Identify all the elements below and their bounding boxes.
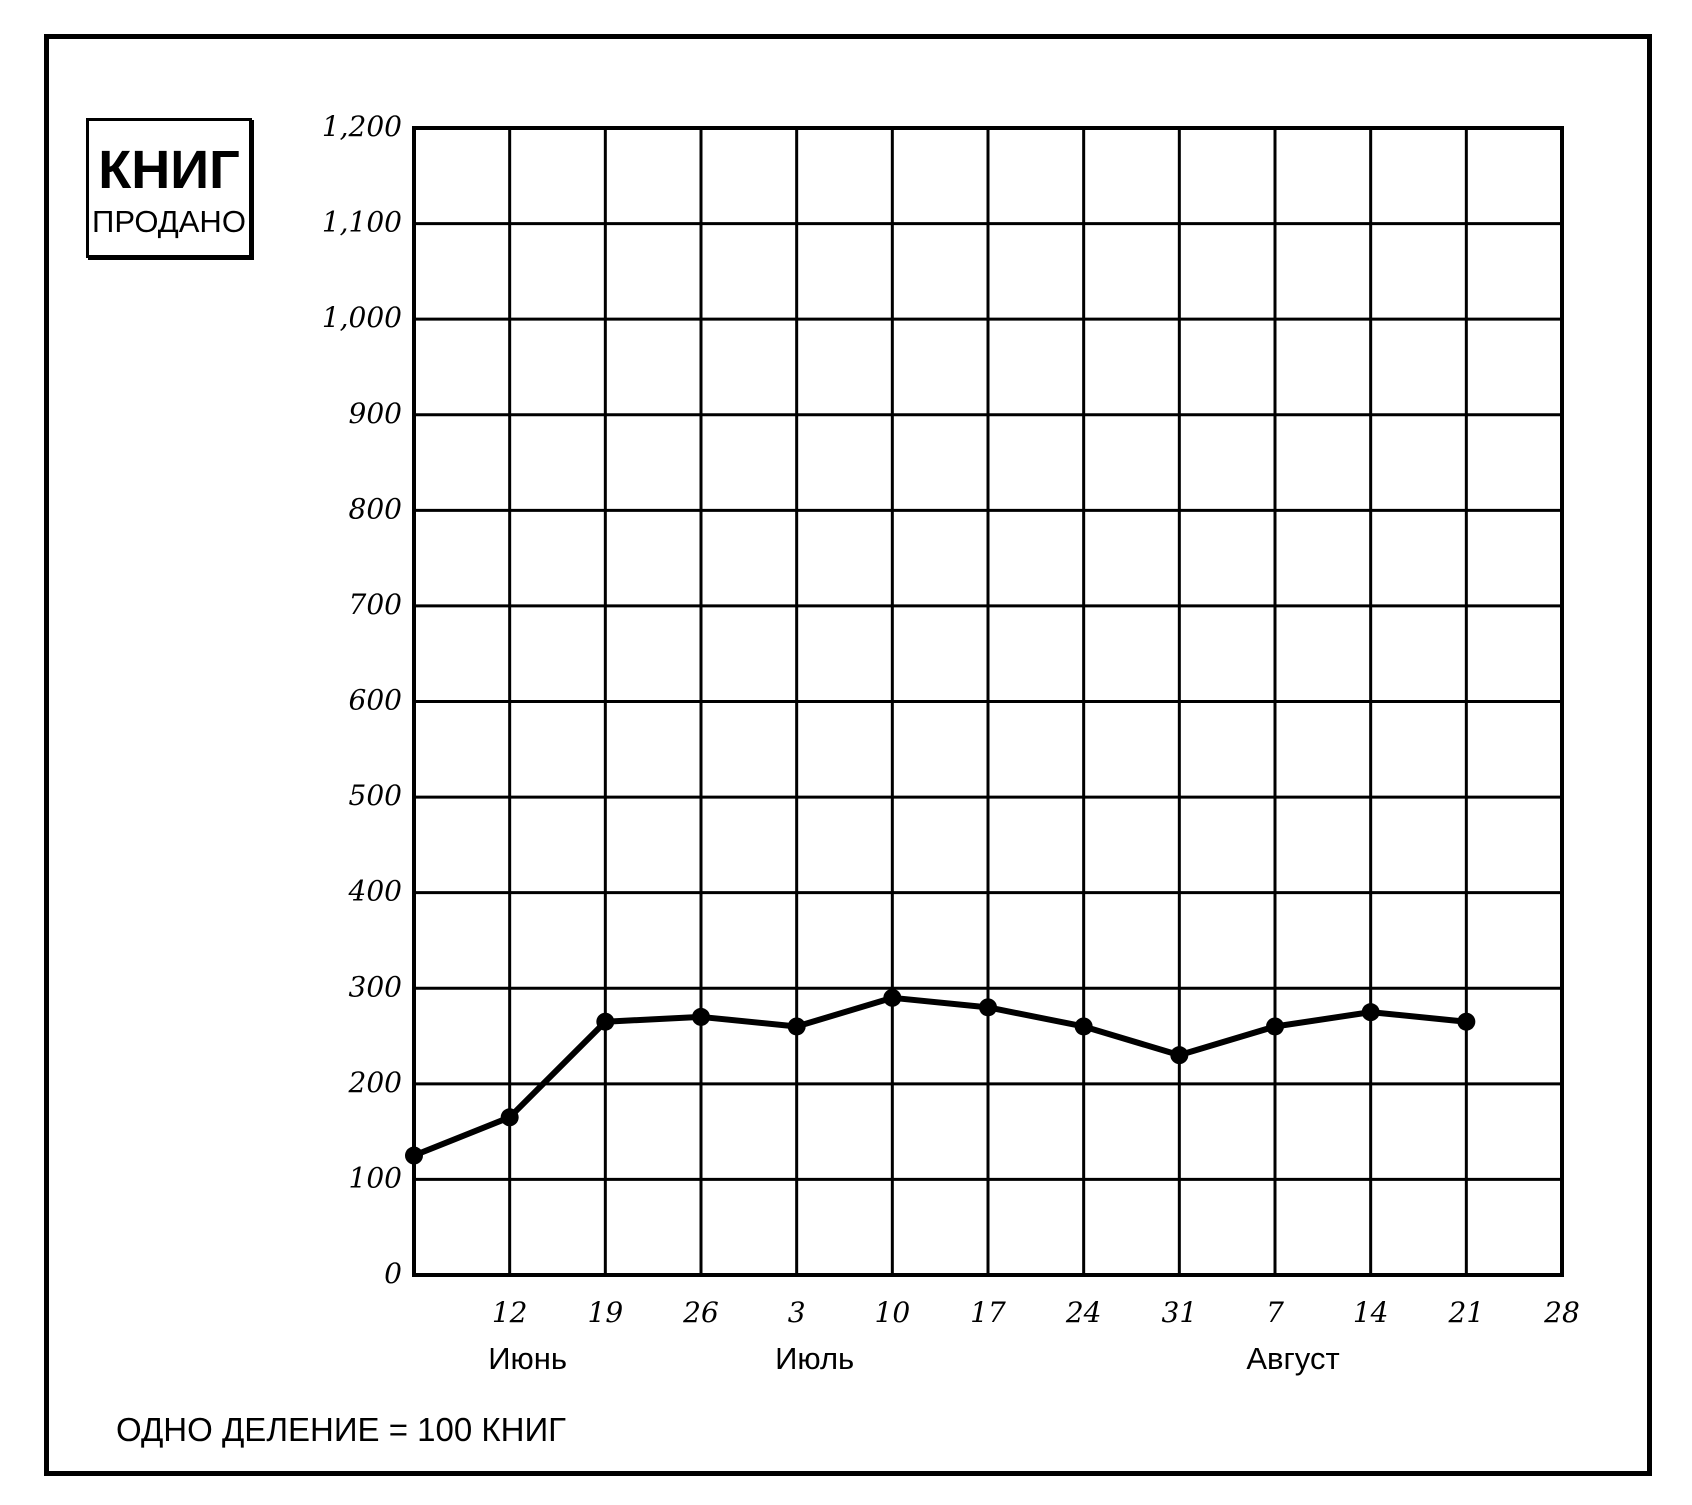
data-point <box>1361 1003 1380 1022</box>
x-tick-label: 24 <box>1065 1296 1102 1329</box>
x-tick-label: 31 <box>1162 1296 1198 1329</box>
data-point <box>1266 1017 1284 1036</box>
y-tick-label: 0 <box>384 1257 402 1290</box>
month-label: Август <box>1246 1341 1339 1376</box>
x-tick-label: 10 <box>875 1296 911 1329</box>
y-tick-label: 700 <box>349 588 402 621</box>
data-point <box>1074 1017 1093 1036</box>
y-axis-label-box: КНИГ ПРОДАНО <box>86 118 252 258</box>
y-tick-label: 200 <box>348 1066 402 1099</box>
y-tick-label: 800 <box>349 492 402 525</box>
data-point <box>1457 1012 1476 1031</box>
x-tick-label: 14 <box>1353 1296 1389 1329</box>
y-tick-label: 600 <box>349 684 402 717</box>
y-axis-label: КНИГ <box>98 140 240 200</box>
grid <box>412 126 1564 1277</box>
chart-frame <box>44 34 1652 1476</box>
x-tick-label: 12 <box>492 1296 528 1329</box>
data-point <box>1170 1046 1189 1065</box>
data-point <box>787 1017 806 1036</box>
x-tick-label: 19 <box>588 1296 624 1329</box>
month-label: Июнь <box>488 1341 567 1376</box>
data-point <box>500 1108 519 1127</box>
x-tick-label: 26 <box>682 1296 719 1329</box>
data-point <box>405 1146 423 1165</box>
y-tick-labels: 0 100 200 300 400 500 600 700 800 900 1,000 1,100 1,… <box>322 110 402 1290</box>
y-tick-label: 1,200 <box>322 110 402 143</box>
month-label: Июль <box>775 1341 854 1376</box>
data-point <box>979 998 997 1017</box>
y-tick-label: 1,000 <box>322 301 402 334</box>
plot-border <box>412 126 1564 1277</box>
sales-series <box>405 988 1476 1165</box>
y-tick-label: 1,100 <box>322 206 402 239</box>
series-line <box>412 994 1467 1159</box>
data-point <box>596 1012 615 1031</box>
x-tick-label: 3 <box>788 1296 806 1329</box>
y-tick-label: 500 <box>349 779 402 812</box>
x-tick-label: 21 <box>1448 1296 1485 1329</box>
x-tick-label: 17 <box>970 1296 1006 1329</box>
x-tick-label: 28 <box>1543 1296 1580 1329</box>
y-tick-label: 100 <box>349 1161 402 1194</box>
x-tick-label: 7 <box>1266 1296 1284 1329</box>
y-axis-sublabel: ПРОДАНО <box>92 204 246 239</box>
x-tick-labels: 12 19 26 3 10 17 24 31 7 14 21 28 <box>492 1296 1580 1329</box>
data-point <box>692 1007 710 1026</box>
y-tick-label: 300 <box>349 970 402 1003</box>
y-tick-label: 400 <box>348 875 402 908</box>
y-tick-label: 900 <box>349 397 402 430</box>
data-point <box>883 988 902 1007</box>
scale-note: ОДНО ДЕЛЕНИЕ = 100 КНИГ <box>116 1411 567 1448</box>
month-labels: Июнь Июль Август <box>488 1341 1339 1376</box>
